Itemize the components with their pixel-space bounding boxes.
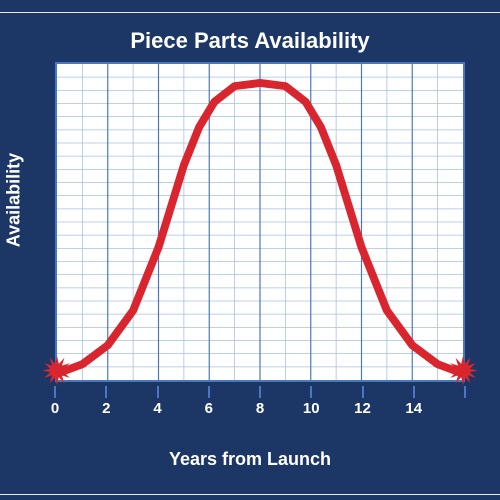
divider-top	[0, 12, 500, 13]
x-tick-mark	[413, 386, 415, 398]
chart-title: Piece Parts Availability	[0, 28, 500, 54]
x-tick-label: 6	[205, 400, 213, 417]
x-tick-label: 4	[153, 400, 161, 417]
x-tick-mark	[464, 386, 466, 398]
x-tick-label: 10	[303, 400, 320, 417]
x-tick-mark	[362, 386, 364, 398]
chart-plot-area	[55, 62, 465, 382]
start-marker-icon	[42, 356, 72, 386]
divider-bottom	[0, 494, 500, 495]
x-tick-label: 2	[102, 400, 110, 417]
y-axis-label: Availability	[4, 153, 25, 247]
x-tick-label: 12	[354, 400, 371, 417]
x-tick-mark	[208, 386, 210, 398]
x-axis-ticks: 02468101214	[55, 386, 465, 426]
end-marker-icon	[448, 356, 478, 386]
x-tick-mark	[105, 386, 107, 398]
x-tick-mark	[259, 386, 261, 398]
x-tick-mark	[310, 386, 312, 398]
x-tick-label: 0	[51, 400, 59, 417]
x-tick-mark	[157, 386, 159, 398]
x-tick-label: 14	[405, 400, 422, 417]
x-tick-mark	[54, 386, 56, 398]
x-axis-label: Years from Launch	[0, 449, 500, 470]
x-tick-label: 8	[256, 400, 264, 417]
chart-svg	[57, 64, 463, 380]
